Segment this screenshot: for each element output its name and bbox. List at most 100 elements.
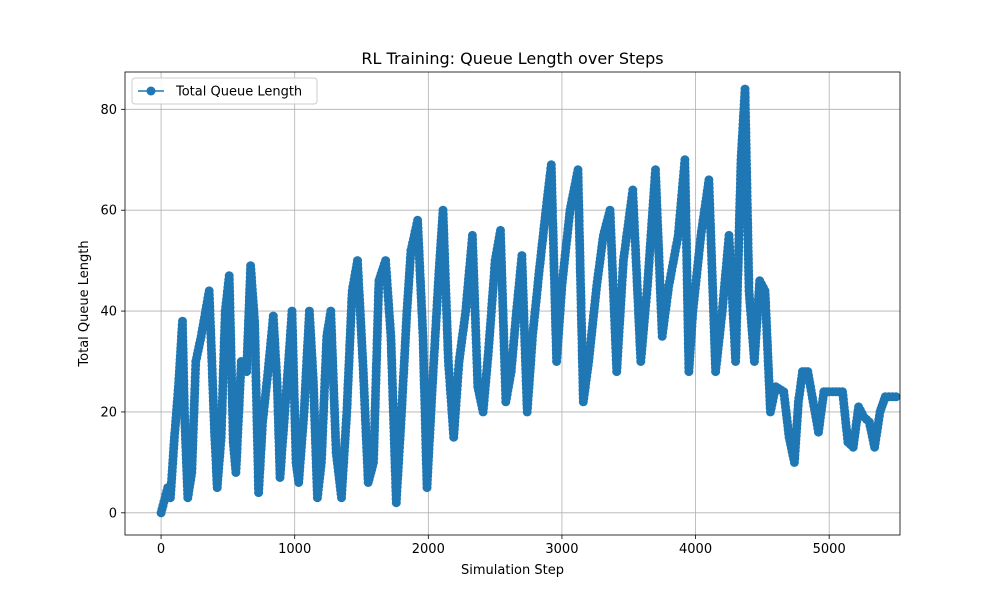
data-point — [169, 432, 179, 442]
data-point — [831, 387, 841, 397]
data-point — [808, 397, 818, 407]
data-point — [304, 306, 314, 316]
series-layer — [156, 84, 901, 518]
data-point — [740, 84, 750, 94]
data-point — [337, 493, 346, 503]
data-point — [308, 377, 318, 387]
data-point — [461, 306, 471, 316]
data-point — [369, 457, 378, 467]
data-point — [272, 382, 282, 392]
data-point — [322, 331, 332, 341]
data-point — [771, 382, 781, 392]
data-point — [664, 281, 674, 291]
data-point — [854, 402, 864, 412]
data-point — [557, 281, 567, 291]
data-point — [196, 331, 206, 341]
data-point — [178, 316, 187, 326]
data-point — [814, 427, 823, 437]
axis-ticks: 0 1000 2000 3000 4000 5000 0 20 40 60 80 — [100, 103, 845, 557]
legend-marker-swatch — [146, 86, 156, 96]
data-point — [864, 417, 874, 427]
data-point — [427, 382, 437, 392]
data-point — [374, 276, 384, 286]
data-point — [673, 230, 683, 240]
data-point — [358, 357, 368, 366]
data-point — [434, 266, 444, 276]
legend: Total Queue Length — [131, 77, 318, 105]
data-point — [391, 498, 401, 508]
data-point — [506, 367, 516, 377]
data-point — [573, 165, 583, 175]
data-point — [268, 311, 278, 321]
data-point — [183, 493, 193, 503]
data-point — [422, 483, 432, 493]
data-point — [287, 306, 297, 316]
data-point — [870, 442, 880, 452]
chart-title: RL Training: Queue Length over Steps — [361, 49, 663, 68]
x-axis-label: Simulation Step — [461, 563, 564, 578]
data-point — [478, 407, 488, 417]
data-point — [657, 331, 667, 341]
data-point — [684, 367, 694, 377]
data-point — [651, 165, 660, 175]
data-point — [688, 306, 698, 316]
x-tick-label: 1000 — [278, 542, 311, 557]
data-point — [496, 225, 505, 235]
data-point — [353, 256, 362, 266]
data-point — [565, 205, 575, 215]
data-point — [605, 205, 615, 215]
data-point — [711, 367, 721, 377]
data-point — [612, 367, 622, 377]
data-point — [522, 407, 532, 417]
data-point — [578, 397, 588, 407]
data-point — [363, 478, 373, 487]
data-point — [592, 281, 602, 291]
data-point — [467, 230, 477, 240]
y-tick-label: 0 — [109, 506, 117, 521]
data-point — [803, 367, 813, 377]
data-point — [326, 306, 336, 316]
data-point — [501, 397, 511, 407]
x-tick-label: 4000 — [679, 542, 712, 557]
data-point — [636, 357, 646, 366]
data-point — [386, 331, 396, 341]
data-point — [584, 357, 594, 366]
data-point — [250, 316, 260, 326]
data-point — [242, 367, 252, 377]
data-point — [598, 230, 608, 240]
x-tick-label: 3000 — [545, 542, 578, 557]
data-point — [512, 306, 521, 316]
data-point — [231, 468, 241, 477]
data-point — [254, 488, 264, 498]
data-point — [784, 432, 794, 442]
data-point — [454, 357, 464, 366]
data-point — [483, 346, 493, 356]
data-point — [443, 357, 453, 366]
plot-area-background — [125, 72, 900, 535]
y-tick-label: 20 — [100, 405, 117, 420]
data-point — [717, 306, 727, 316]
data-point — [228, 437, 238, 447]
data-point — [724, 230, 734, 240]
data-point — [449, 432, 459, 442]
data-point — [618, 256, 628, 266]
data-point — [490, 256, 500, 266]
data-point — [275, 473, 285, 482]
data-point — [165, 493, 175, 503]
data-point — [413, 215, 423, 225]
legend-entry-label: Total Queue Length — [175, 85, 302, 100]
data-point — [891, 392, 901, 402]
data-point — [312, 493, 322, 503]
data-point — [628, 185, 638, 195]
data-point — [793, 397, 803, 407]
legend-box — [131, 77, 318, 105]
data-point — [643, 281, 652, 291]
data-point — [282, 382, 292, 392]
data-point — [347, 286, 357, 296]
data-point — [875, 407, 885, 417]
data-point — [173, 382, 183, 392]
data-point — [880, 392, 890, 402]
data-point — [546, 160, 556, 170]
data-point — [331, 447, 341, 457]
data-point — [294, 478, 304, 487]
